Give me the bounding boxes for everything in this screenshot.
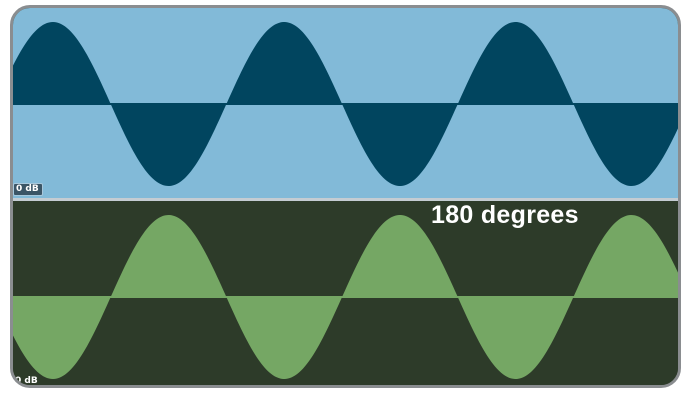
waveform-display-frame: 0 dB 0 dB 180 degrees xyxy=(10,5,681,388)
sine-waveform-top xyxy=(13,22,678,186)
waveform-track-top[interactable]: 0 dB xyxy=(13,8,678,198)
track-divider xyxy=(13,198,678,201)
waveform-track-bottom[interactable]: 0 dB 180 degrees xyxy=(13,201,678,386)
gain-badge-bottom[interactable]: 0 dB xyxy=(15,376,38,386)
sine-waveform-bottom xyxy=(13,215,678,379)
gain-badge-top[interactable]: 0 dB xyxy=(13,183,43,196)
phase-offset-label: 180 degrees xyxy=(431,201,579,229)
